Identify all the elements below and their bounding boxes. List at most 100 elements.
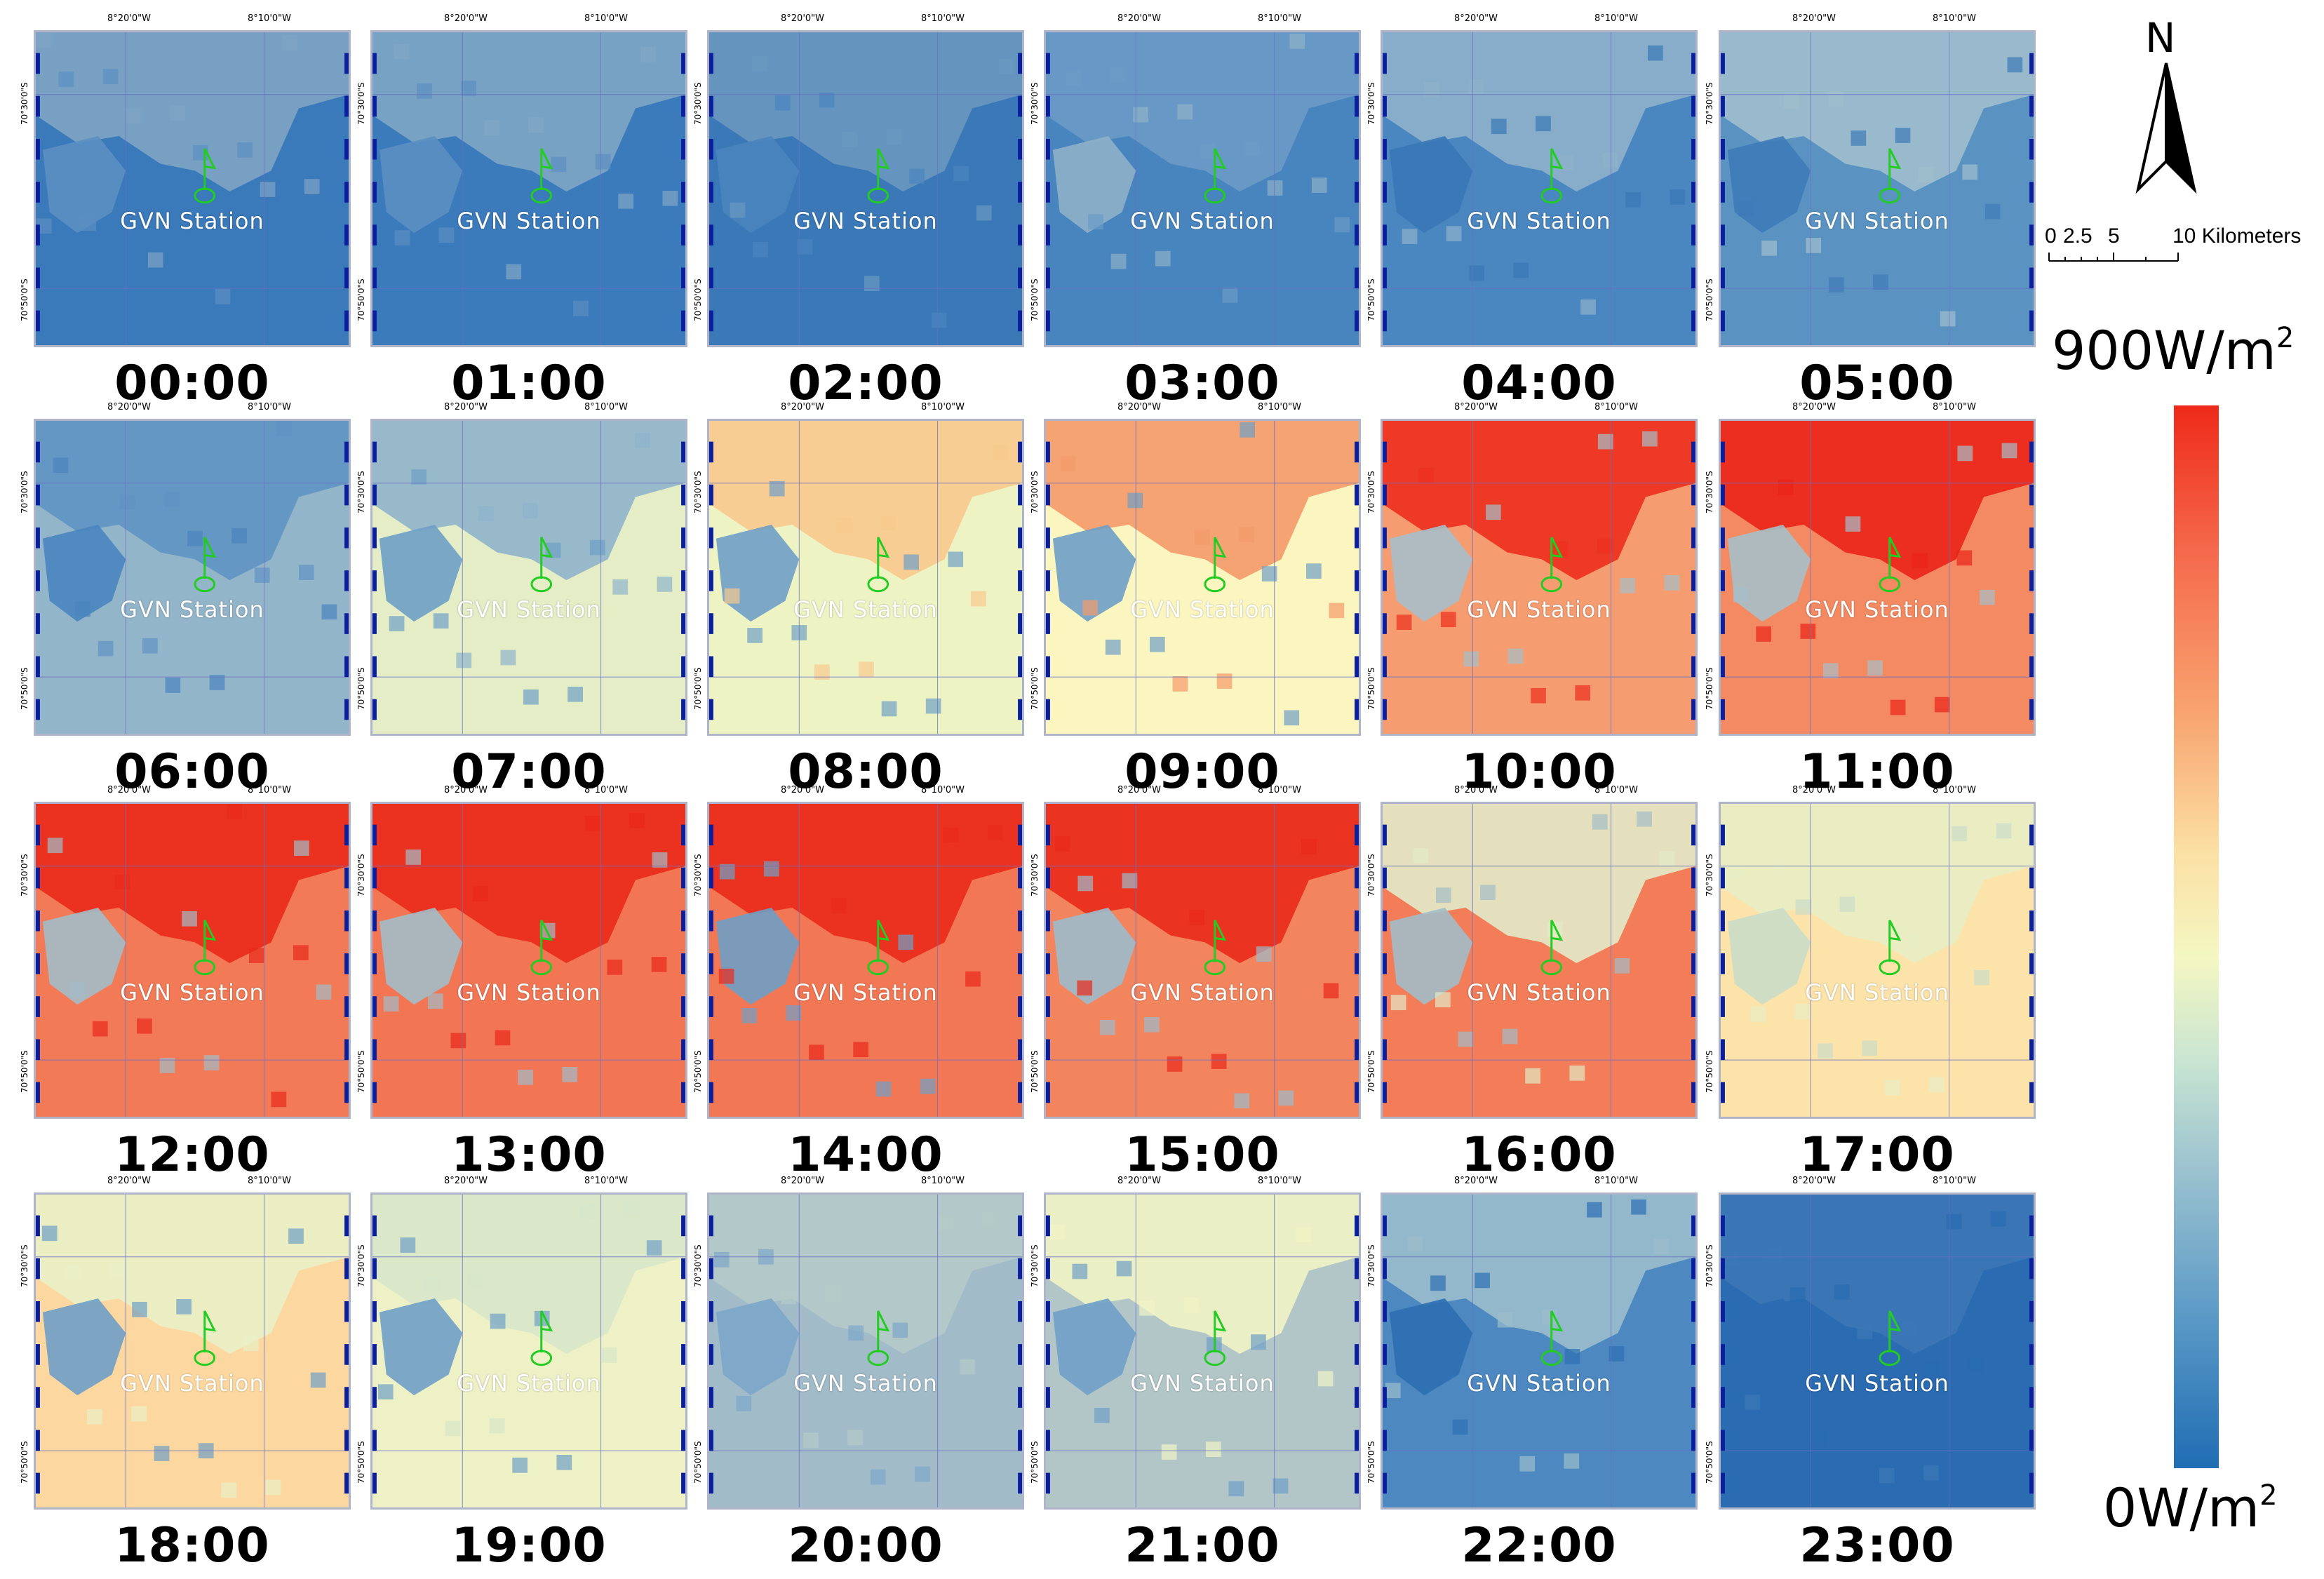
pixel-cell bbox=[925, 698, 941, 714]
pixel-cell bbox=[1968, 1357, 1984, 1373]
pixel-cell bbox=[987, 824, 1003, 840]
pixel-cell bbox=[1311, 177, 1327, 193]
pixel-cell bbox=[752, 55, 767, 72]
pixel-cell bbox=[1580, 299, 1596, 315]
pixel-cell bbox=[411, 469, 426, 485]
latitude-label-south: 70°50'0"S bbox=[1030, 667, 1040, 710]
irradiance-map bbox=[1383, 32, 1695, 345]
longitude-label-west: 8°20'0"W bbox=[781, 785, 824, 795]
pixel-cell bbox=[646, 1240, 662, 1256]
pixel-cell bbox=[1502, 1028, 1518, 1044]
pixel-cell bbox=[321, 604, 337, 620]
pixel-cell bbox=[943, 827, 959, 843]
irradiance-map bbox=[1721, 1195, 2034, 1507]
longitude-label-east: 8°10'0"W bbox=[1594, 13, 1638, 24]
pixel-cell bbox=[1597, 538, 1613, 554]
map-panel: GVN Station 8°20'0"W 8°10'0"W 70°30'0"S 70°5… bbox=[1030, 13, 1361, 408]
map-panel: GVN Station 8°20'0"W 8°10'0"W 70°30'0"S 70°5… bbox=[1705, 13, 2036, 408]
map-frame bbox=[370, 802, 687, 1119]
pixel-cell bbox=[1907, 933, 1923, 949]
pixel-cell bbox=[1778, 479, 1794, 495]
station-label: GVN Station bbox=[1467, 596, 1611, 623]
pixel-cell bbox=[1334, 217, 1350, 233]
station-label: GVN Station bbox=[793, 979, 938, 1006]
irradiance-map bbox=[1721, 421, 2034, 734]
longitude-label-west: 8°20'0"W bbox=[1454, 1176, 1498, 1186]
time-label: 16:00 bbox=[1461, 1127, 1617, 1183]
latitude-label-south: 70°50'0"S bbox=[1030, 1050, 1040, 1093]
latitude-label-north: 70°30'0"S bbox=[1030, 1244, 1040, 1287]
pixel-cell bbox=[809, 1044, 824, 1061]
irradiance-patch bbox=[1721, 421, 2034, 580]
time-label: 09:00 bbox=[1124, 744, 1280, 800]
station-label: GVN Station bbox=[1130, 979, 1275, 1006]
pixel-cell bbox=[562, 1066, 578, 1082]
irradiance-map bbox=[36, 1195, 349, 1507]
irradiance-map bbox=[709, 804, 1022, 1117]
map-panel: GVN Station 8°20'0"W 8°10'0"W 70°30'0"S 70°5… bbox=[356, 13, 687, 408]
station-label: GVN Station bbox=[1467, 979, 1611, 1006]
pixel-cell bbox=[41, 1225, 58, 1242]
pixel-cell bbox=[1099, 1019, 1115, 1035]
station-marker-icon bbox=[1879, 148, 1902, 204]
irradiance-map bbox=[372, 1195, 685, 1507]
pixel-cell bbox=[1901, 1321, 1917, 1337]
map-frame bbox=[370, 1192, 687, 1510]
longitude-label-west: 8°20'0"W bbox=[1454, 13, 1498, 24]
pixel-cell bbox=[915, 1466, 930, 1482]
latitude-label-north: 70°30'0"S bbox=[693, 854, 703, 896]
latitude-label-north: 70°30'0"S bbox=[1705, 1244, 1714, 1287]
pixel-cell bbox=[1306, 563, 1322, 579]
time-label: 14:00 bbox=[788, 1127, 943, 1183]
pixel-cell bbox=[825, 1286, 841, 1301]
pixel-cell bbox=[1990, 1211, 2006, 1227]
pixel-cell bbox=[293, 945, 309, 960]
map-panel: GVN Station 8°20'0"W 8°10'0"W 70°30'0"S 70°5… bbox=[356, 785, 687, 1179]
pixel-cell bbox=[81, 215, 96, 231]
map-panel: GVN Station 8°20'0"W 8°10'0"W 70°30'0"S 70°5… bbox=[356, 1176, 687, 1570]
latitude-label-north: 70°30'0"S bbox=[693, 82, 703, 125]
pixel-cell bbox=[1895, 128, 1911, 143]
station-marker-icon bbox=[867, 920, 890, 976]
time-label: 05:00 bbox=[1799, 356, 1955, 411]
pixel-cell bbox=[2007, 57, 2023, 73]
irradiance-map bbox=[1046, 804, 1359, 1117]
latitude-label-north: 70°30'0"S bbox=[1030, 82, 1040, 125]
irradiance-map bbox=[36, 804, 349, 1117]
latitude-label-north: 70°30'0"S bbox=[356, 471, 366, 513]
pixel-cell bbox=[953, 166, 969, 182]
pixel-cell bbox=[965, 971, 981, 987]
longitude-label-west: 8°20'0"W bbox=[1117, 785, 1161, 795]
map-frame bbox=[1381, 419, 1698, 736]
pixel-cell bbox=[132, 1301, 147, 1317]
pixel-cell bbox=[1800, 624, 1816, 639]
pixel-cell bbox=[1116, 1261, 1132, 1277]
irradiance-map bbox=[1721, 804, 2034, 1117]
irradiance-patch bbox=[379, 1298, 463, 1396]
map-panel: GVN Station 8°20'0"W 8°10'0"W 70°30'0"S 70°5… bbox=[1705, 785, 2036, 1179]
pixel-cell bbox=[1430, 1275, 1446, 1291]
longitude-label-east: 8°10'0"W bbox=[1933, 402, 1976, 412]
pixel-cell bbox=[282, 34, 297, 51]
pixel-cell bbox=[1750, 1007, 1766, 1022]
pixel-cell bbox=[478, 506, 494, 522]
map-frame bbox=[370, 30, 687, 347]
longitude-label-east: 8°10'0"W bbox=[1594, 402, 1638, 412]
pixel-cell bbox=[1469, 265, 1485, 281]
pixel-cell bbox=[215, 289, 231, 304]
pixel-cell bbox=[1396, 614, 1412, 630]
pixel-cell bbox=[573, 300, 589, 316]
station-marker-icon bbox=[1204, 1310, 1227, 1366]
pixel-cell bbox=[203, 1055, 220, 1070]
pixel-cell bbox=[607, 960, 623, 975]
pixel-cell bbox=[237, 142, 253, 158]
pixel-cell bbox=[1424, 82, 1439, 98]
pixel-cell bbox=[1189, 909, 1204, 925]
longitude-label-west: 8°20'0"W bbox=[781, 1176, 824, 1186]
pixel-cell bbox=[1806, 238, 1822, 253]
pixel-cell bbox=[1468, 79, 1484, 95]
pixel-cell bbox=[1974, 969, 1989, 986]
irradiance-colorbar bbox=[2174, 405, 2219, 1468]
pixel-cell bbox=[1446, 226, 1462, 241]
latitude-label-north: 70°30'0"S bbox=[356, 82, 366, 125]
